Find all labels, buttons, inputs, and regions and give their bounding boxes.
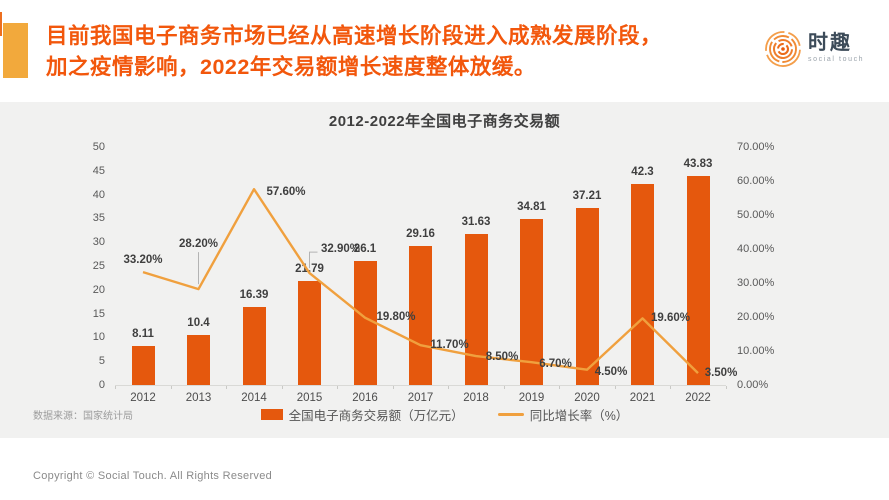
bar-2020 [575,207,599,385]
x-axis-category-label: 2017 [407,392,434,404]
right-axis-tick: 10.00% [737,345,775,357]
x-axis-category-label: 2020 [574,392,600,404]
x-axis-tick [226,386,228,389]
x-axis-category-label: 2018 [463,392,489,404]
x-axis-tick [614,386,616,389]
logo-name: 时趣 [808,32,852,54]
right-axis-tick: 60.00% [737,175,775,187]
x-axis-baseline [115,385,726,386]
left-axis-tick: 10 [92,331,105,344]
logo-text: 时趣 social touch [808,30,864,63]
x-axis-tick [725,386,727,389]
logo-tagline: social touch [808,56,865,63]
bar-value-label: 34.81 [517,201,546,214]
x-axis-tick [115,386,117,389]
right-axis-tick: 0.00% [737,379,769,391]
headline-line-2: 加之疫情影响，2022年交易额增长速度整体放缓。 [46,55,536,79]
bar-value-label: 29.16 [406,228,435,241]
x-axis-category-label: 2014 [241,392,267,404]
chart-panel: 2012-2022年全国电子商务交易额 0 5 10 15 20 25 30 35 40 45 50… [0,102,889,438]
left-axis-tick: 40 [92,188,105,201]
right-axis-tick: 20.00% [737,311,775,323]
concentric-rings-icon [765,31,801,67]
copyright-note: Copyright © Social Touch. All Rights Res… [33,470,273,482]
left-axis-tick: 35 [92,212,105,225]
growth-rate-label: 33.20% [123,254,163,267]
growth-rate-label: 57.60% [266,186,306,199]
x-axis-tick [170,386,172,389]
x-axis-category-label: 2022 [685,392,711,404]
right-axis-tick: 70.00% [737,141,775,153]
chart-title: 2012-2022年全国电子商务交易额 [328,113,561,130]
growth-rate-label: 11.70% [430,339,469,352]
legend-bar-label: 全国电子商务交易额（万亿元） [288,409,464,423]
right-axis-tick: 40.00% [737,243,775,255]
x-axis-category-label: 2013 [185,392,212,404]
growth-rate-label: 6.70% [539,358,572,371]
x-axis-tick [503,386,505,389]
bar-2018 [464,234,488,385]
right-axis-tick: 30.00% [737,277,775,289]
x-axis-category-label: 2021 [629,392,656,404]
growth-rate-label: 19.80% [376,310,416,323]
legend-line-label: 同比增长率（%） [529,409,629,423]
left-axis-tick: 30 [92,236,105,249]
headline-line-1: 目前我国电子商务市场已经从高速增长阶段进入成熟发展阶段， [46,24,663,48]
x-axis-tick [281,386,283,389]
bar-2013 [187,335,210,385]
header-accent-rect [3,23,28,78]
x-axis-tick [392,386,394,389]
x-axis-tick [670,386,672,389]
bar-value-label: 10.4 [187,317,210,330]
x-axis-category-label: 2015 [296,392,323,404]
edge-accent-sliver [0,12,2,36]
bar-2021 [631,183,654,385]
left-axis-tick: 20 [92,283,105,296]
bar-2012 [131,346,155,385]
left-axis-tick: 25 [92,260,105,272]
bar-value-label: 42.3 [631,165,654,178]
headline: 目前我国电子商务市场已经从高速增长阶段进入成熟发展阶段， 加之疫情影响，2022… [46,21,662,83]
bar-series-swatch [260,409,283,420]
growth-rate-label: 19.60% [650,312,691,325]
left-axis-tick: 0 [98,379,105,391]
growth-rate-label: 8.50% [485,351,519,364]
left-axis-tick: 15 [92,307,105,320]
data-source-note: 数据来源：国家统计局 [33,411,133,422]
bar-value-label: 21.79 [295,263,324,276]
legend-item-line: 同比增长率（%） [497,405,629,424]
x-axis-category-label: 2016 [352,392,378,404]
chart-legend: 全国电子商务交易额（万亿元） 同比增长率（%） [0,405,889,424]
x-axis-tick [337,386,339,389]
left-axis-tick: 50 [92,141,105,153]
left-axis-tick: 5 [98,355,105,368]
social-touch-logo: 时趣 social touch [764,30,864,68]
right-axis-tick: 50.00% [737,209,775,221]
bar-value-label: 16.39 [239,288,269,301]
line-series-swatch [497,413,524,416]
bar-2016 [353,260,377,385]
bar-value-label: 8.11 [132,328,154,341]
bar-value-label: 43.83 [683,158,713,171]
bar-2014 [242,306,266,385]
x-axis-tick [448,386,450,389]
growth-rate-label: 3.50% [704,367,738,380]
growth-rate-label: 28.20% [178,238,219,251]
legend-item-bar: 全国电子商务交易额（万亿元） [260,405,464,424]
bar-value-label: 37.21 [572,189,602,202]
growth-rate-label: 32.90% [320,243,361,256]
bar-2022 [686,176,710,385]
x-axis-tick [559,386,561,389]
left-axis-tick: 45 [92,164,105,177]
bar-2015 [298,281,321,385]
bar-value-label: 31.63 [461,216,491,229]
growth-rate-label: 4.50% [594,365,628,378]
x-axis-category-label: 2019 [518,392,545,404]
x-axis-category-label: 2012 [130,392,156,404]
